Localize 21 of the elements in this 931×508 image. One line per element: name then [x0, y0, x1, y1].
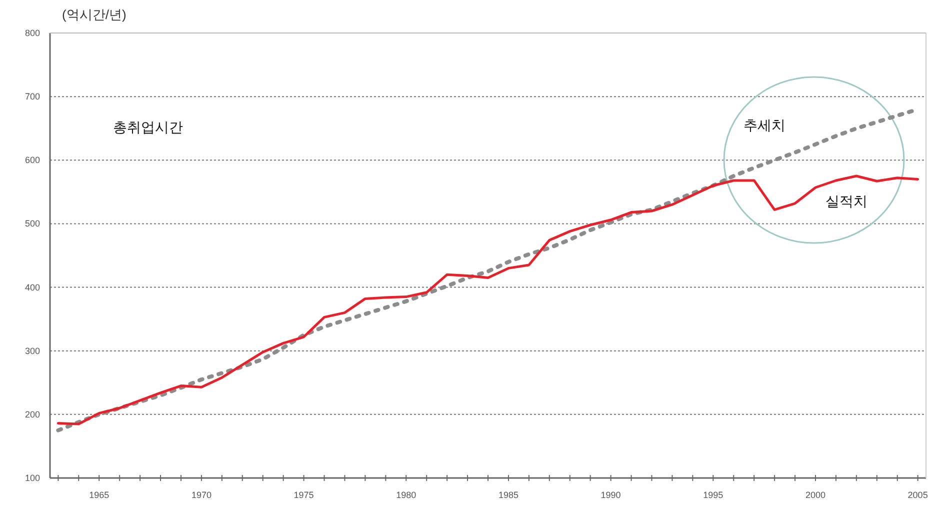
x-tick-label: 2000	[805, 490, 826, 500]
x-tick-label: 2005	[908, 490, 928, 500]
y-tick-label: 300	[24, 346, 40, 356]
x-tick-label: 1985	[498, 490, 518, 500]
y-tick-label: 600	[24, 155, 40, 166]
y-tick-label: 100	[24, 473, 40, 483]
y-tick-label: 700	[24, 92, 40, 102]
y-axis-title: (억시간/년)	[62, 7, 126, 22]
annotation: 총취업시간	[113, 119, 183, 135]
series-label: 추세치	[744, 117, 786, 134]
x-tick-label: 1975	[294, 490, 314, 500]
x-tick-label: 1980	[396, 490, 416, 500]
y-tick-label: 400	[24, 282, 40, 292]
x-tick-label: 1990	[600, 490, 621, 500]
x-tick-label: 1995	[703, 490, 724, 500]
y-tick-label: 500	[24, 218, 40, 229]
x-tick-label: 1970	[191, 490, 212, 500]
y-tick-label: 800	[24, 28, 40, 38]
series-label: 실적치	[825, 193, 868, 210]
x-tick-label: 1965	[89, 490, 110, 500]
y-tick-label: 200	[24, 409, 40, 420]
